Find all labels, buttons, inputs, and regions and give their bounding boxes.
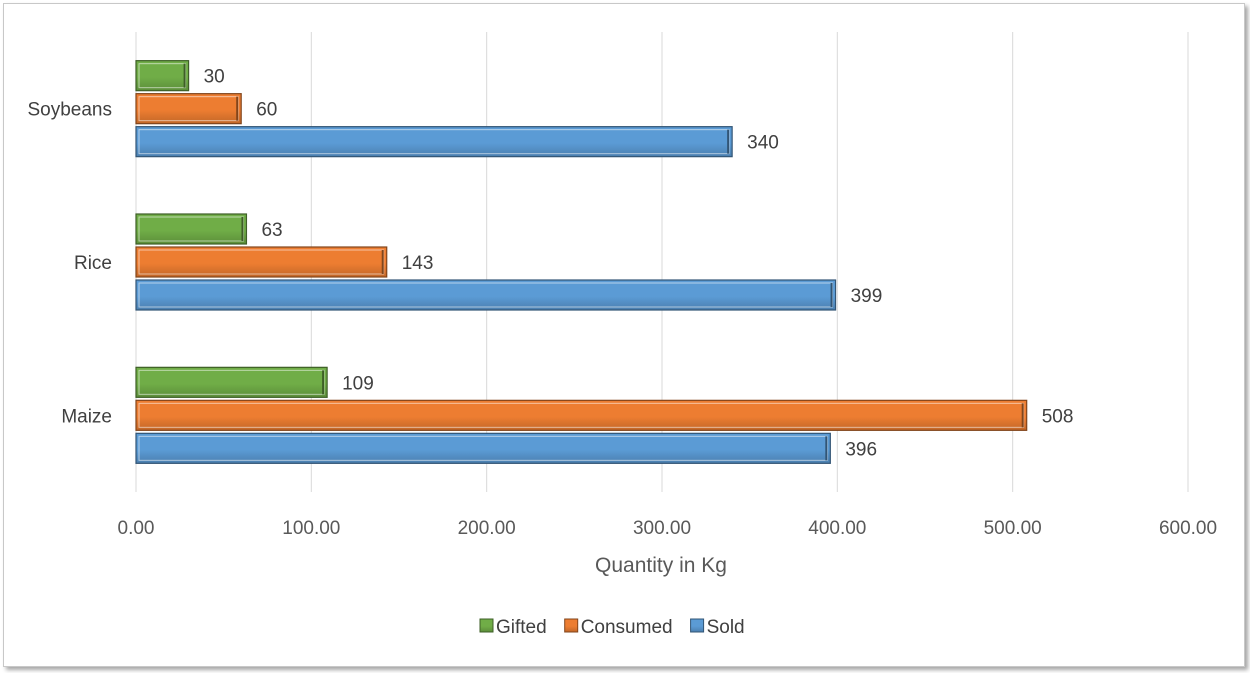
legend-swatch-consumed xyxy=(564,618,579,633)
data-label-consumed-maize: 508 xyxy=(1042,406,1074,427)
category-label-rice: Rice xyxy=(74,253,112,274)
data-labels: 396 508 109 399 143 63 340 60 30 xyxy=(204,67,1074,461)
bar-gifted-rice xyxy=(135,213,248,245)
x-tick-label: 0.00 xyxy=(118,518,155,539)
data-label-sold-soybeans: 340 xyxy=(747,133,779,154)
legend-item-gifted: Gifted xyxy=(479,617,547,638)
legend-label-consumed: Consumed xyxy=(581,617,673,638)
x-tick-label: 500.00 xyxy=(984,518,1042,539)
bars xyxy=(135,60,1028,464)
bar-gifted-maize xyxy=(135,366,328,398)
legend: Gifted Consumed Sold xyxy=(479,617,745,638)
legend-item-consumed: Consumed xyxy=(564,617,673,638)
data-label-gifted-maize: 109 xyxy=(342,373,374,394)
bar-consumed-maize xyxy=(135,399,1028,431)
legend-swatch-sold xyxy=(690,618,705,633)
bar-sold-maize xyxy=(135,432,831,464)
x-tick-label: 200.00 xyxy=(458,518,516,539)
x-tick-label: 400.00 xyxy=(808,518,866,539)
category-label-maize: Maize xyxy=(61,406,112,427)
x-tick-labels: 0.00 100.00 200.00 300.00 400.00 500.00 600.00 xyxy=(118,518,1218,539)
data-label-gifted-rice: 63 xyxy=(261,220,282,241)
data-label-consumed-soybeans: 60 xyxy=(256,100,277,121)
bar-gifted-soybeans xyxy=(135,60,190,92)
x-tick-label: 100.00 xyxy=(282,518,340,539)
x-tick-label: 600.00 xyxy=(1159,518,1217,539)
legend-item-sold: Sold xyxy=(690,617,745,638)
data-label-sold-maize: 396 xyxy=(845,439,877,460)
bar-sold-rice xyxy=(135,279,837,311)
bar-consumed-soybeans xyxy=(135,93,242,125)
bar-consumed-rice xyxy=(135,246,388,278)
data-label-consumed-rice: 143 xyxy=(402,253,434,274)
legend-label-gifted: Gifted xyxy=(496,617,547,638)
data-label-sold-rice: 399 xyxy=(851,286,883,307)
legend-label-sold: Sold xyxy=(707,617,745,638)
legend-swatch-gifted xyxy=(479,618,494,633)
category-labels: Maize Rice Soybeans xyxy=(27,100,112,428)
data-label-gifted-soybeans: 30 xyxy=(204,67,225,88)
bar-sold-soybeans xyxy=(135,126,733,158)
x-axis-title: Quantity in Kg xyxy=(595,554,727,577)
x-tick-label: 300.00 xyxy=(633,518,691,539)
category-label-soybeans: Soybeans xyxy=(27,100,112,121)
